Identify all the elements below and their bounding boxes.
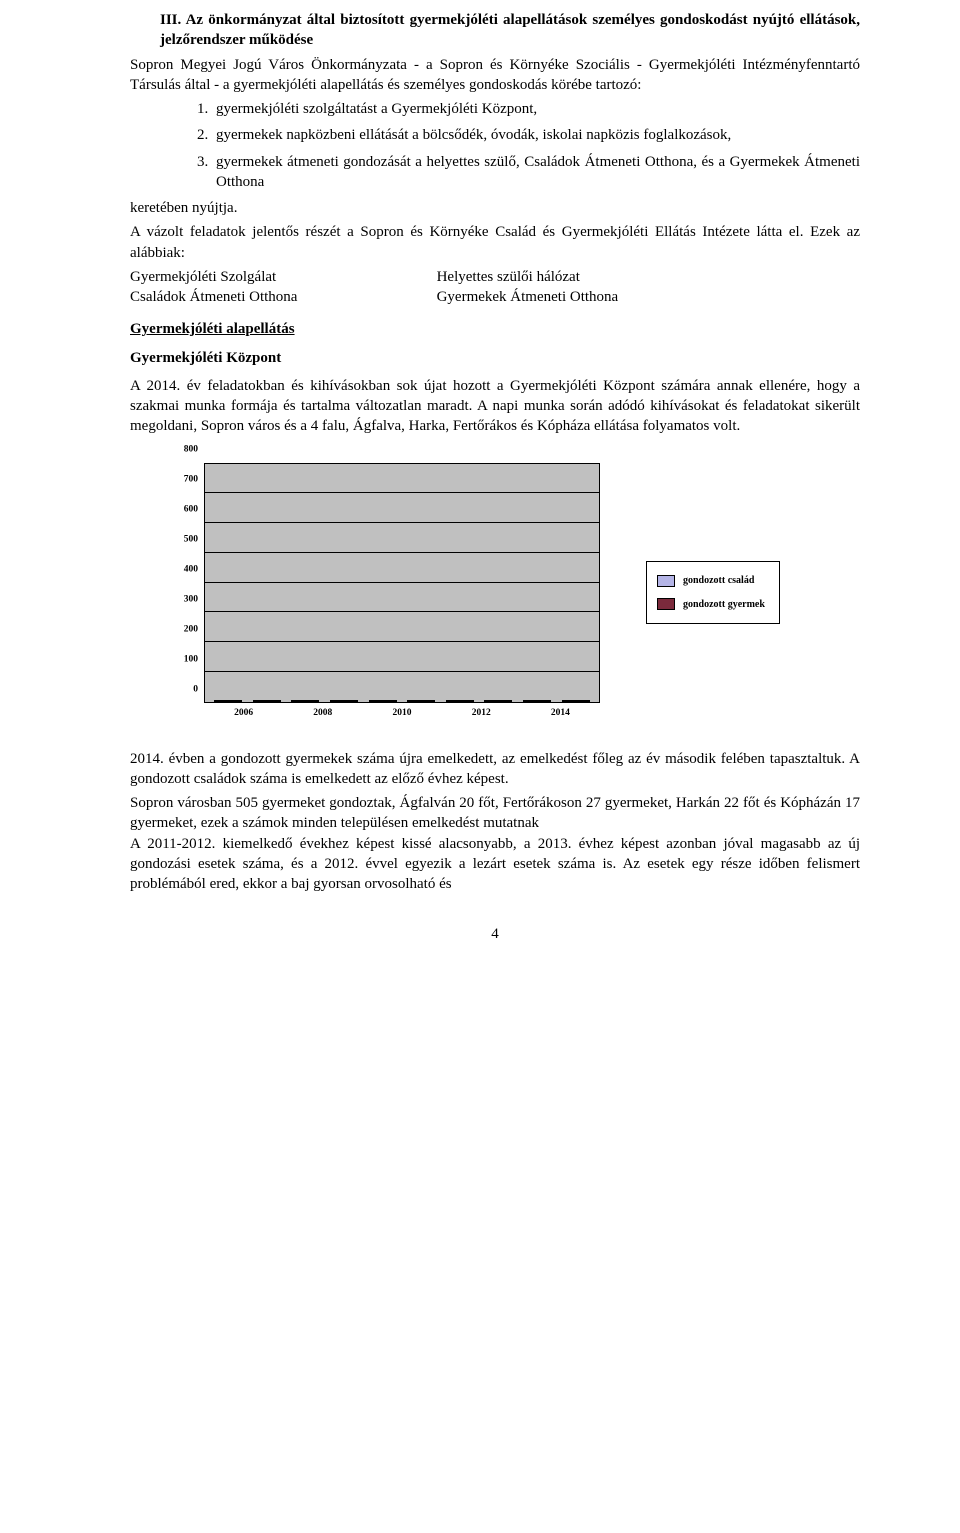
list-item: gyermekjóléti szolgáltatást a Gyermekjól…	[212, 99, 860, 119]
bar-group	[209, 700, 248, 702]
text: Gyermekjóléti Szolgálat	[130, 267, 437, 287]
grid-line	[205, 552, 599, 553]
bar	[383, 700, 397, 702]
y-tick-label: 500	[184, 533, 198, 546]
text: Gyermekek Átmeneti Otthona	[437, 287, 860, 307]
page-number: 4	[130, 924, 860, 944]
bar	[344, 700, 358, 702]
two-column: Gyermekjóléti Szolgálat Családok Átmenet…	[130, 267, 860, 308]
legend-row: gondozott család	[657, 574, 765, 588]
bar	[523, 700, 537, 702]
chart-x-axis: 20062008201020122014	[204, 705, 600, 723]
bar	[562, 700, 576, 702]
y-tick-label: 300	[184, 593, 198, 606]
paragraph: Sopron városban 505 gyermeket gondoztak,…	[130, 793, 860, 834]
y-tick-label: 200	[184, 623, 198, 636]
legend-swatch	[657, 598, 675, 610]
y-tick-label: 600	[184, 503, 198, 516]
chart-plot-area	[204, 463, 600, 703]
legend-label: gondozott gyermek	[683, 598, 765, 612]
paragraph: A 2014. év feladatokban és kihívásokban …	[130, 376, 860, 437]
x-tick-label: 2012	[442, 705, 521, 723]
y-tick-label: 100	[184, 653, 198, 666]
bar	[369, 700, 383, 702]
bar	[291, 700, 305, 702]
paragraph: 2014. évben a gondozott gyermekek száma …	[130, 749, 860, 790]
grid-line	[205, 522, 599, 523]
grid-line	[205, 582, 599, 583]
chart-legend: gondozott család gondozott gyermek	[646, 561, 780, 624]
bar	[446, 700, 460, 702]
x-tick-label: 2006	[204, 705, 283, 723]
bar-group	[441, 700, 480, 702]
bar	[228, 700, 242, 702]
bar-chart: 0100200300400500600700800 20062008201020…	[170, 463, 600, 723]
paragraph: keretében nyújtja.	[130, 198, 860, 218]
chart-bars	[205, 464, 599, 702]
chart-wrapper: 0100200300400500600700800 20062008201020…	[130, 463, 860, 723]
bar-group	[402, 700, 441, 702]
col-left: Gyermekjóléti Szolgálat Családok Átmenet…	[130, 267, 437, 308]
list-item: gyermekek napközbeni ellátását a bölcsőd…	[212, 125, 860, 145]
bar	[214, 700, 228, 702]
bar-group	[518, 700, 557, 702]
paragraph: A vázolt feladatok jelentős részét a Sop…	[130, 222, 860, 263]
x-tick-label: 2014	[521, 705, 600, 723]
grid-line	[205, 641, 599, 642]
numbered-list: gyermekjóléti szolgáltatást a Gyermekjól…	[130, 99, 860, 192]
bar-group	[248, 700, 287, 702]
paragraph: A 2011-2012. kiemelkedő évekhez képest k…	[130, 834, 860, 895]
intro-paragraph: Sopron Megyei Jogú Város Önkormányzata -…	[130, 55, 860, 96]
bar-group	[556, 700, 595, 702]
bar	[330, 700, 344, 702]
legend-row: gondozott gyermek	[657, 598, 765, 612]
y-tick-label: 0	[193, 683, 198, 696]
bar	[576, 700, 590, 702]
section-heading: III. Az önkormányzat által biztosított g…	[160, 10, 860, 51]
chart-y-axis: 0100200300400500600700800	[170, 463, 202, 703]
document-page: III. Az önkormányzat által biztosított g…	[0, 0, 960, 985]
col-right: Helyettes szülői hálózat Gyermekek Átmen…	[437, 267, 860, 308]
bar	[460, 700, 474, 702]
legend-label: gondozott család	[683, 574, 754, 588]
text: Helyettes szülői hálózat	[437, 267, 860, 287]
bar	[305, 700, 319, 702]
bar-group	[286, 700, 325, 702]
x-tick-label: 2010	[362, 705, 441, 723]
bar	[537, 700, 551, 702]
y-tick-label: 800	[184, 443, 198, 456]
heading-underline: Gyermekjóléti alapellátás	[130, 319, 860, 339]
bar	[498, 700, 512, 702]
bar-group	[363, 700, 402, 702]
bar	[253, 700, 267, 702]
grid-line	[205, 492, 599, 493]
bar	[267, 700, 281, 702]
legend-swatch	[657, 575, 675, 587]
bar-group	[325, 700, 364, 702]
heading-bold: Gyermekjóléti Központ	[130, 348, 860, 368]
list-item: gyermekek átmeneti gondozását a helyette…	[212, 152, 860, 193]
y-tick-label: 400	[184, 563, 198, 576]
bar	[421, 700, 435, 702]
y-tick-label: 700	[184, 473, 198, 486]
bar-group	[479, 700, 518, 702]
x-tick-label: 2008	[283, 705, 362, 723]
bar	[484, 700, 498, 702]
bar	[407, 700, 421, 702]
grid-line	[205, 671, 599, 672]
text: Családok Átmeneti Otthona	[130, 287, 437, 307]
grid-line	[205, 611, 599, 612]
